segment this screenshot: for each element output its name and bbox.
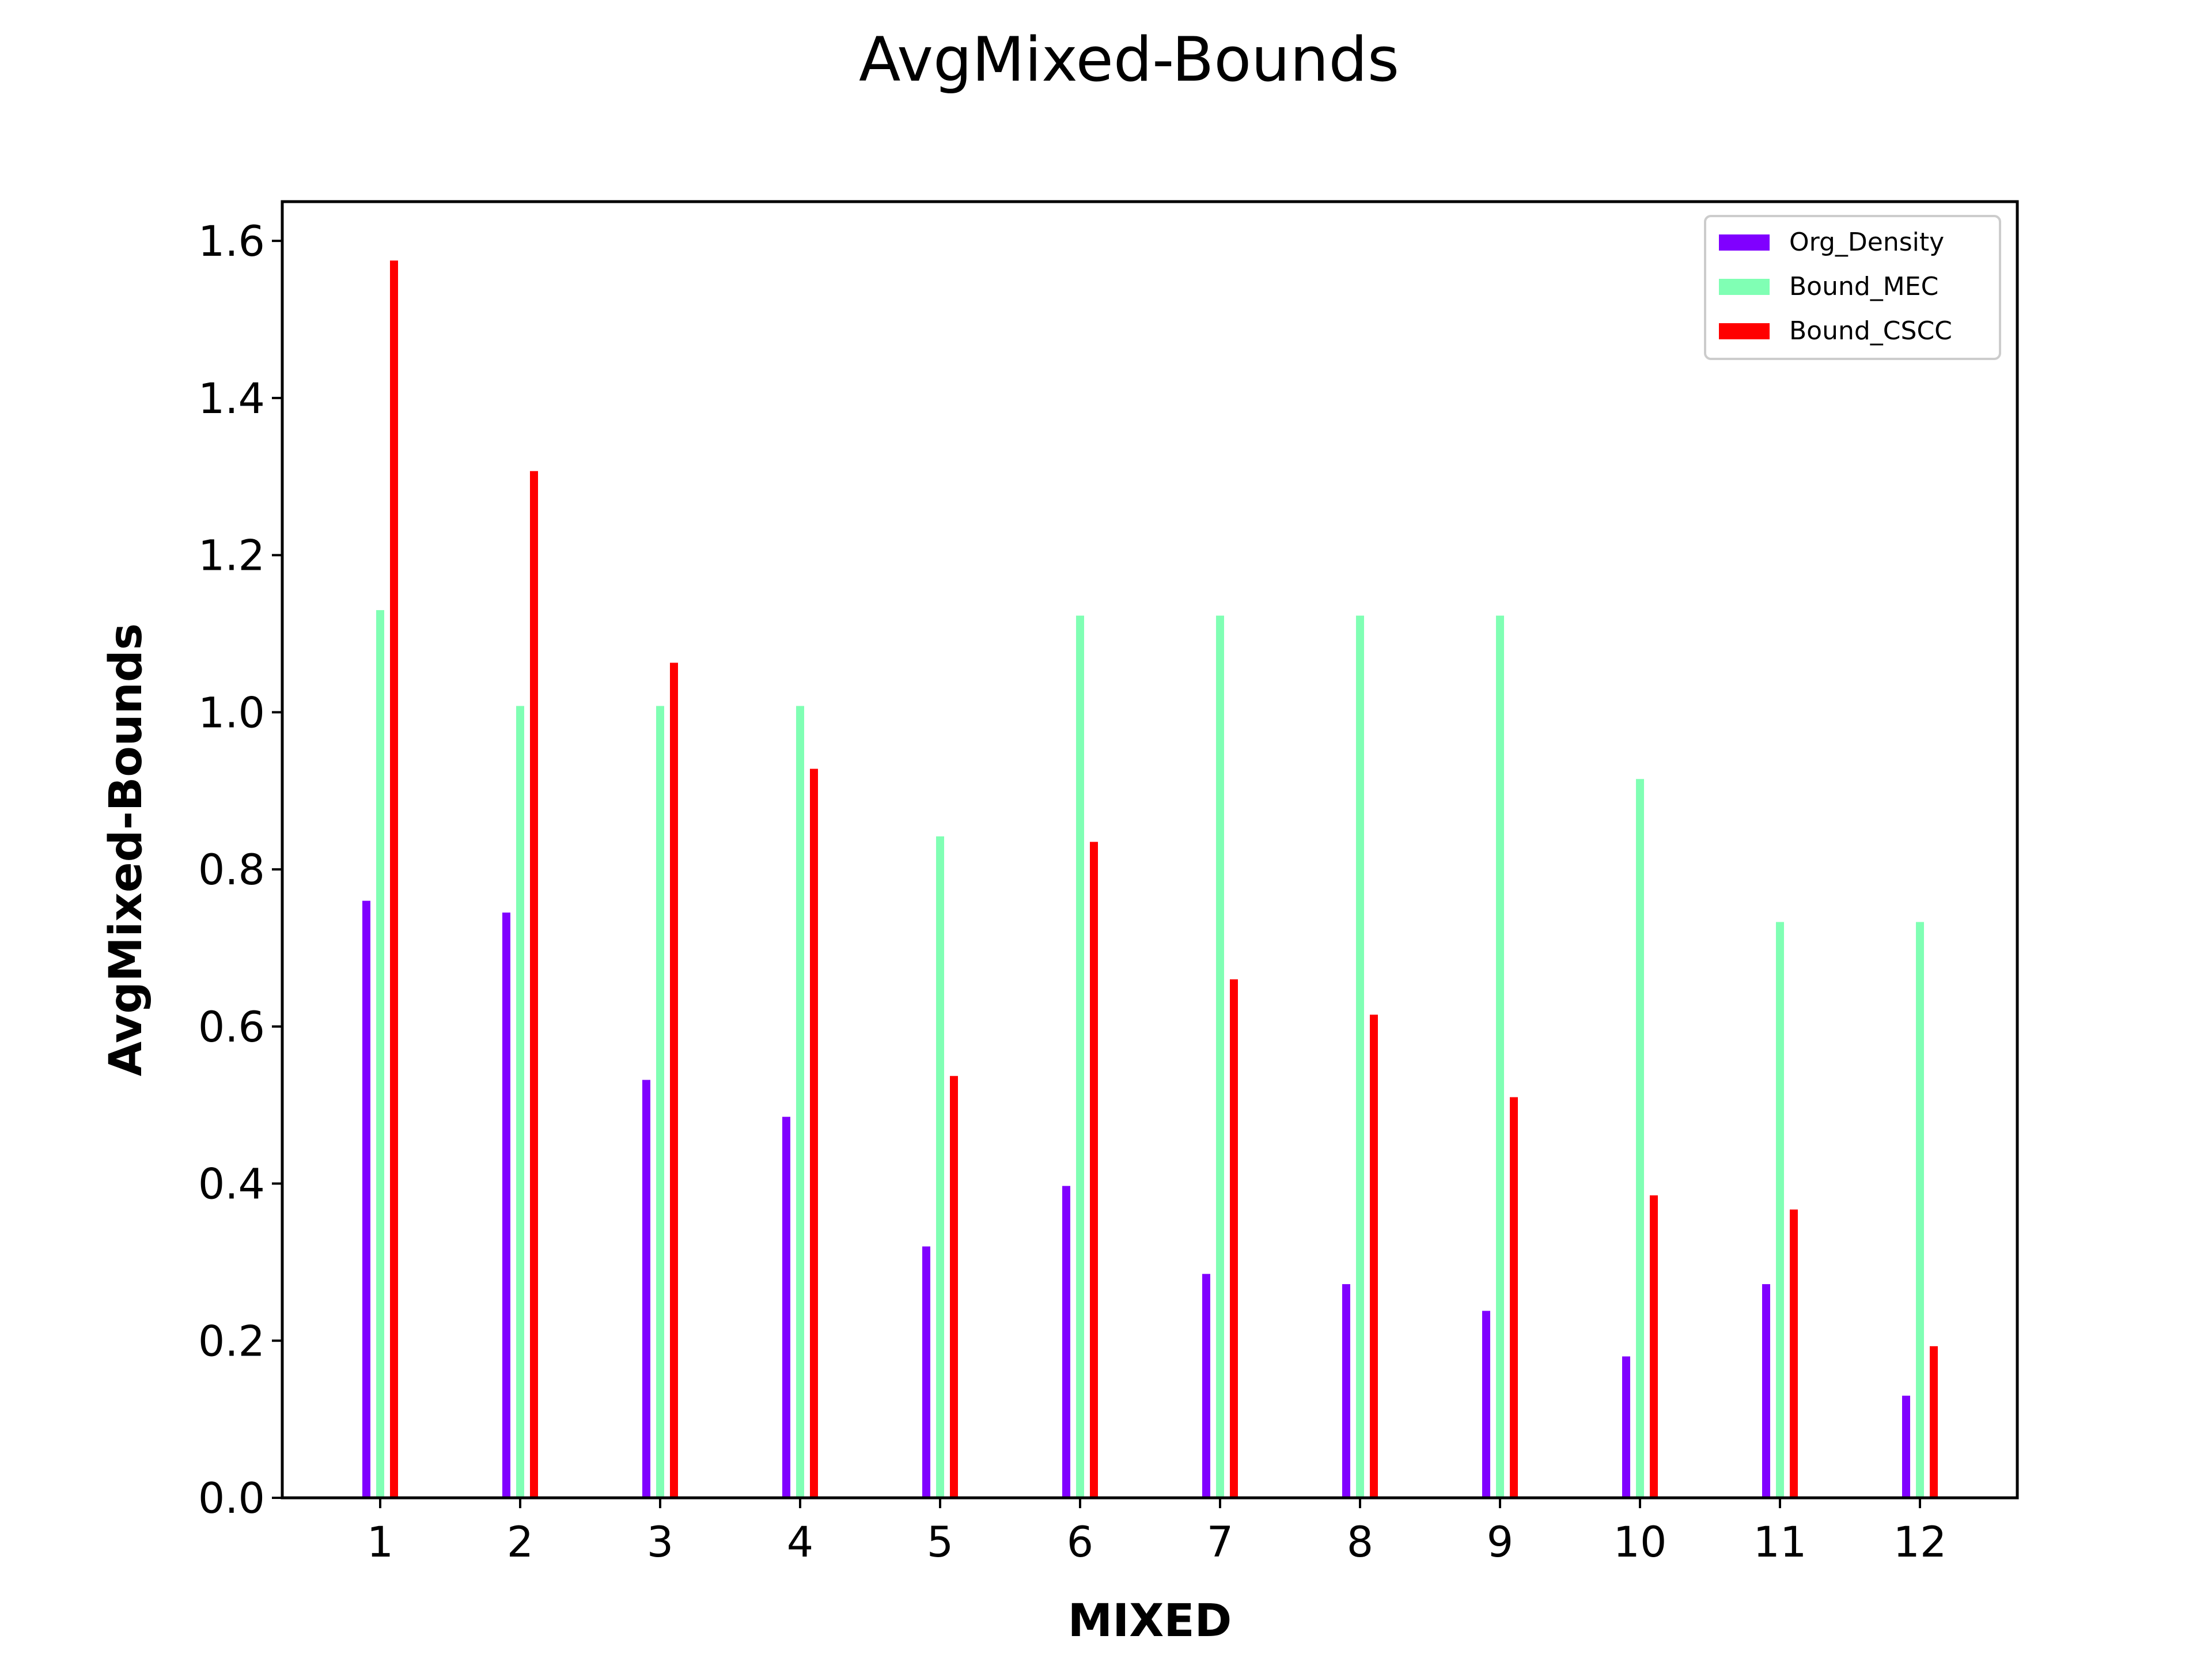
bar-org-density-2 xyxy=(502,913,510,1498)
x-axis-label: MIXED xyxy=(1068,1595,1232,1647)
x-axis: 1 2 3 4 5 6 7 8 9 10 11 12 xyxy=(367,1498,1947,1567)
x-tick-label: 9 xyxy=(1487,1518,1513,1567)
y-tick-label: 1.2 xyxy=(198,532,265,581)
x-tick-label: 12 xyxy=(1893,1518,1947,1567)
y-axis: 0.0 0.2 0.4 0.6 0.8 1.0 1.2 1.4 1.6 xyxy=(198,217,282,1523)
bar-bound-mec-2 xyxy=(516,706,524,1498)
bar-org-density-9 xyxy=(1482,1311,1490,1498)
y-tick-label: 0.4 xyxy=(198,1160,265,1209)
bar-bound-mec-3 xyxy=(656,706,664,1498)
legend-label-org-density: Org_Density xyxy=(1789,228,1944,257)
bar-org-density-11 xyxy=(1762,1284,1770,1498)
legend-swatch-bound-mec xyxy=(1719,279,1770,295)
bar-bound-mec-4 xyxy=(796,706,804,1498)
bar-bound-mec-9 xyxy=(1496,615,1504,1498)
x-tick-label: 7 xyxy=(1207,1518,1233,1567)
y-tick-label: 0.8 xyxy=(198,846,265,895)
bar-bound-cscc-3 xyxy=(670,662,678,1498)
y-tick-label: 0.0 xyxy=(198,1474,265,1523)
bar-bound-cscc-4 xyxy=(810,768,818,1498)
bar-bound-cscc-5 xyxy=(950,1076,958,1498)
bar-org-density-5 xyxy=(922,1246,930,1498)
y-tick-label: 1.6 xyxy=(198,217,265,266)
bar-org-density-4 xyxy=(782,1116,790,1498)
bar-org-density-12 xyxy=(1902,1395,1910,1498)
bar-bound-mec-12 xyxy=(1916,922,1924,1498)
bars-layer xyxy=(362,260,1938,1498)
bar-org-density-6 xyxy=(1062,1186,1070,1498)
bar-org-density-1 xyxy=(362,900,370,1498)
legend-swatch-bound-cscc xyxy=(1719,323,1770,339)
y-tick-label: 1.4 xyxy=(198,374,265,423)
x-tick-label: 2 xyxy=(507,1518,533,1567)
bar-bound-mec-1 xyxy=(376,610,384,1498)
bar-bound-cscc-12 xyxy=(1930,1346,1938,1498)
bar-bound-cscc-9 xyxy=(1510,1097,1518,1498)
bar-bound-mec-10 xyxy=(1636,779,1644,1498)
bar-bound-cscc-2 xyxy=(530,471,538,1498)
x-tick-label: 8 xyxy=(1347,1518,1373,1567)
bar-bound-mec-6 xyxy=(1076,615,1084,1498)
bar-bound-cscc-11 xyxy=(1790,1209,1798,1498)
x-tick-label: 10 xyxy=(1613,1518,1667,1567)
x-tick-label: 11 xyxy=(1753,1518,1807,1567)
bar-bound-cscc-10 xyxy=(1650,1195,1658,1498)
bar-bound-cscc-8 xyxy=(1370,1014,1378,1498)
x-tick-label: 4 xyxy=(787,1518,813,1567)
bar-bound-cscc-6 xyxy=(1090,842,1098,1498)
x-tick-label: 1 xyxy=(367,1518,393,1567)
y-tick-label: 0.2 xyxy=(198,1317,265,1366)
y-tick-label: 0.6 xyxy=(198,1003,265,1052)
chart-title: AvgMixed-Bounds xyxy=(859,24,1399,95)
legend-label-bound-mec: Bound_MEC xyxy=(1789,272,1938,301)
x-tick-label: 6 xyxy=(1067,1518,1093,1567)
bar-org-density-8 xyxy=(1342,1284,1350,1498)
bar-org-density-10 xyxy=(1622,1356,1630,1498)
bar-bound-mec-11 xyxy=(1776,922,1784,1498)
bar-bound-mec-7 xyxy=(1216,615,1224,1498)
legend: Org_Density Bound_MEC Bound_CSCC xyxy=(1704,215,2001,360)
x-tick-label: 5 xyxy=(927,1518,953,1567)
bar-bound-mec-8 xyxy=(1356,615,1364,1498)
bar-bound-mec-5 xyxy=(936,836,944,1498)
legend-box xyxy=(1704,215,2001,360)
bar-org-density-7 xyxy=(1202,1274,1210,1498)
x-tick-label: 3 xyxy=(647,1518,673,1567)
y-axis-label: AvgMixed-Bounds xyxy=(100,623,152,1076)
legend-swatch-org-density xyxy=(1719,234,1770,251)
bar-bound-cscc-1 xyxy=(390,260,398,1498)
bar-org-density-3 xyxy=(642,1080,650,1498)
plot-frame xyxy=(281,200,2019,1500)
bar-bound-cscc-7 xyxy=(1230,979,1238,1498)
legend-label-bound-cscc: Bound_CSCC xyxy=(1789,316,1952,346)
y-tick-label: 1.0 xyxy=(198,688,265,737)
